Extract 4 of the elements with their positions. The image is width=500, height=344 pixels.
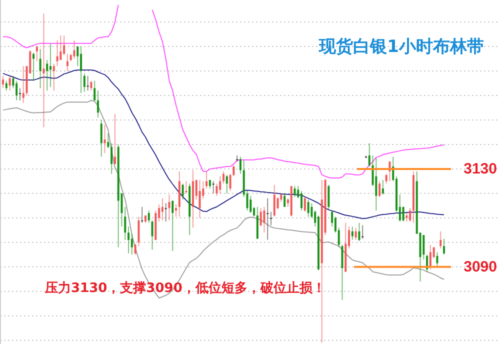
annotation: 压力3130，支撑3090，低位短多，破位止损！ xyxy=(44,281,326,296)
y-tick-label: 3130 xyxy=(464,160,497,178)
text: 现货白银1小时布林带 xyxy=(318,37,484,57)
y-tick-label: 3090 xyxy=(464,258,497,276)
